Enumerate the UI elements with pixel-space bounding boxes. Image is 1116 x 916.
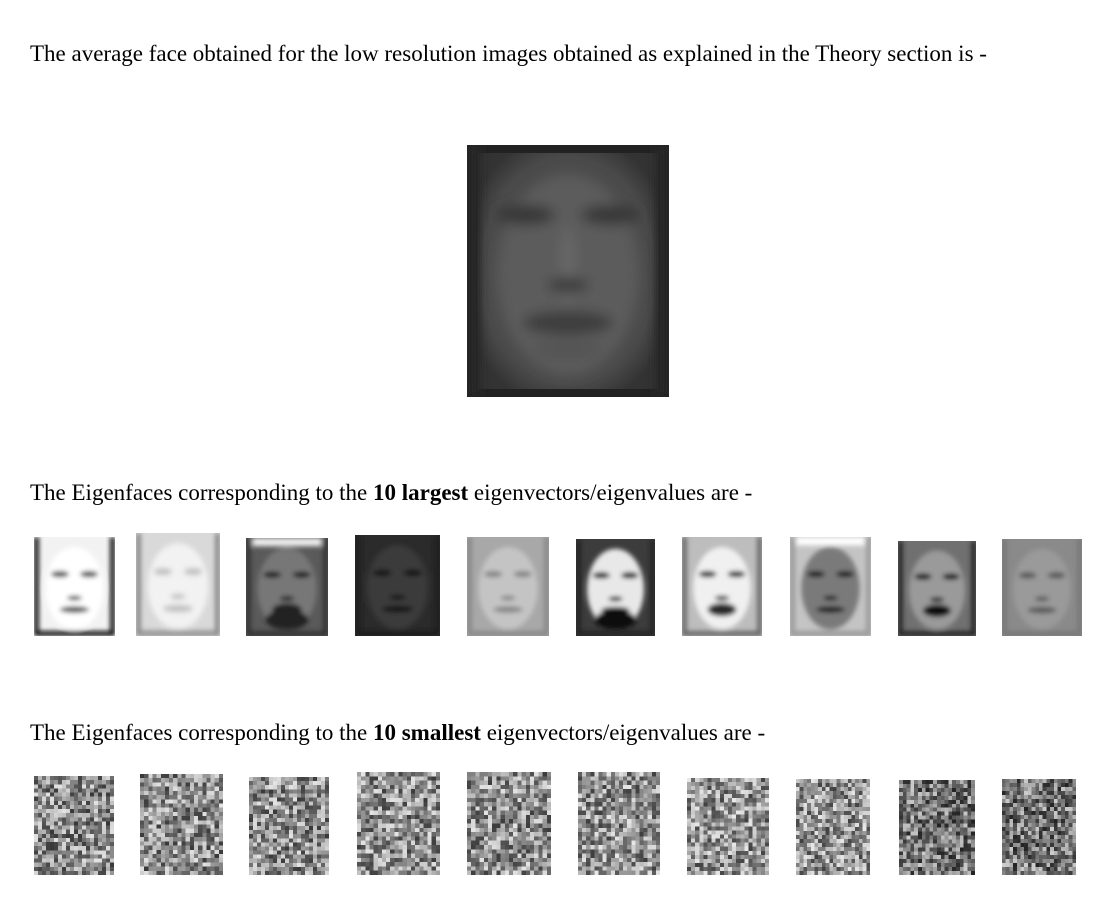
smallest-caption-prefix: The Eigenfaces corresponding to the (30, 720, 373, 745)
eigenface-smallest-3 (249, 777, 329, 875)
eigenface-largest-7 (682, 537, 762, 636)
eigenface-largest-9 (898, 541, 976, 636)
eigenface-smallest-6 (578, 772, 660, 875)
smallest-eigenfaces-caption: The Eigenfaces corresponding to the 10 s… (30, 719, 765, 747)
largest-caption-prefix: The Eigenfaces corresponding to the (30, 480, 373, 505)
eigenface-largest-1 (34, 537, 115, 636)
largest-eigenfaces-caption: The Eigenfaces corresponding to the 10 l… (30, 479, 752, 507)
eigenface-largest-4 (355, 535, 440, 636)
eigenface-smallest-9 (899, 780, 975, 875)
eigenface-smallest-5 (467, 772, 551, 875)
average-face-caption: The average face obtained for the low re… (30, 40, 987, 68)
smallest-caption-bold: 10 smallest (372, 720, 481, 745)
largest-caption-bold: 10 largest (372, 480, 469, 505)
smallest-caption-suffix: eigenvectors/eigenvalues are - (480, 720, 766, 745)
eigenface-smallest-7 (687, 778, 769, 875)
average-face-caption-text: The average face obtained for the low re… (30, 41, 987, 66)
eigenface-largest-6 (576, 539, 655, 636)
eigenface-largest-10 (1002, 539, 1082, 636)
eigenface-largest-2 (136, 533, 220, 636)
eigenface-smallest-10 (1002, 779, 1076, 875)
eigenface-largest-5 (467, 537, 549, 636)
eigenface-largest-8 (790, 537, 871, 636)
average-face-image (467, 145, 669, 397)
largest-caption-suffix: eigenvectors/eigenvalues are - (468, 480, 753, 505)
eigenface-smallest-8 (796, 779, 870, 875)
eigenface-largest-3 (246, 538, 328, 636)
eigenface-smallest-2 (140, 774, 223, 875)
eigenface-smallest-4 (357, 772, 440, 875)
eigenface-smallest-1 (34, 776, 114, 875)
